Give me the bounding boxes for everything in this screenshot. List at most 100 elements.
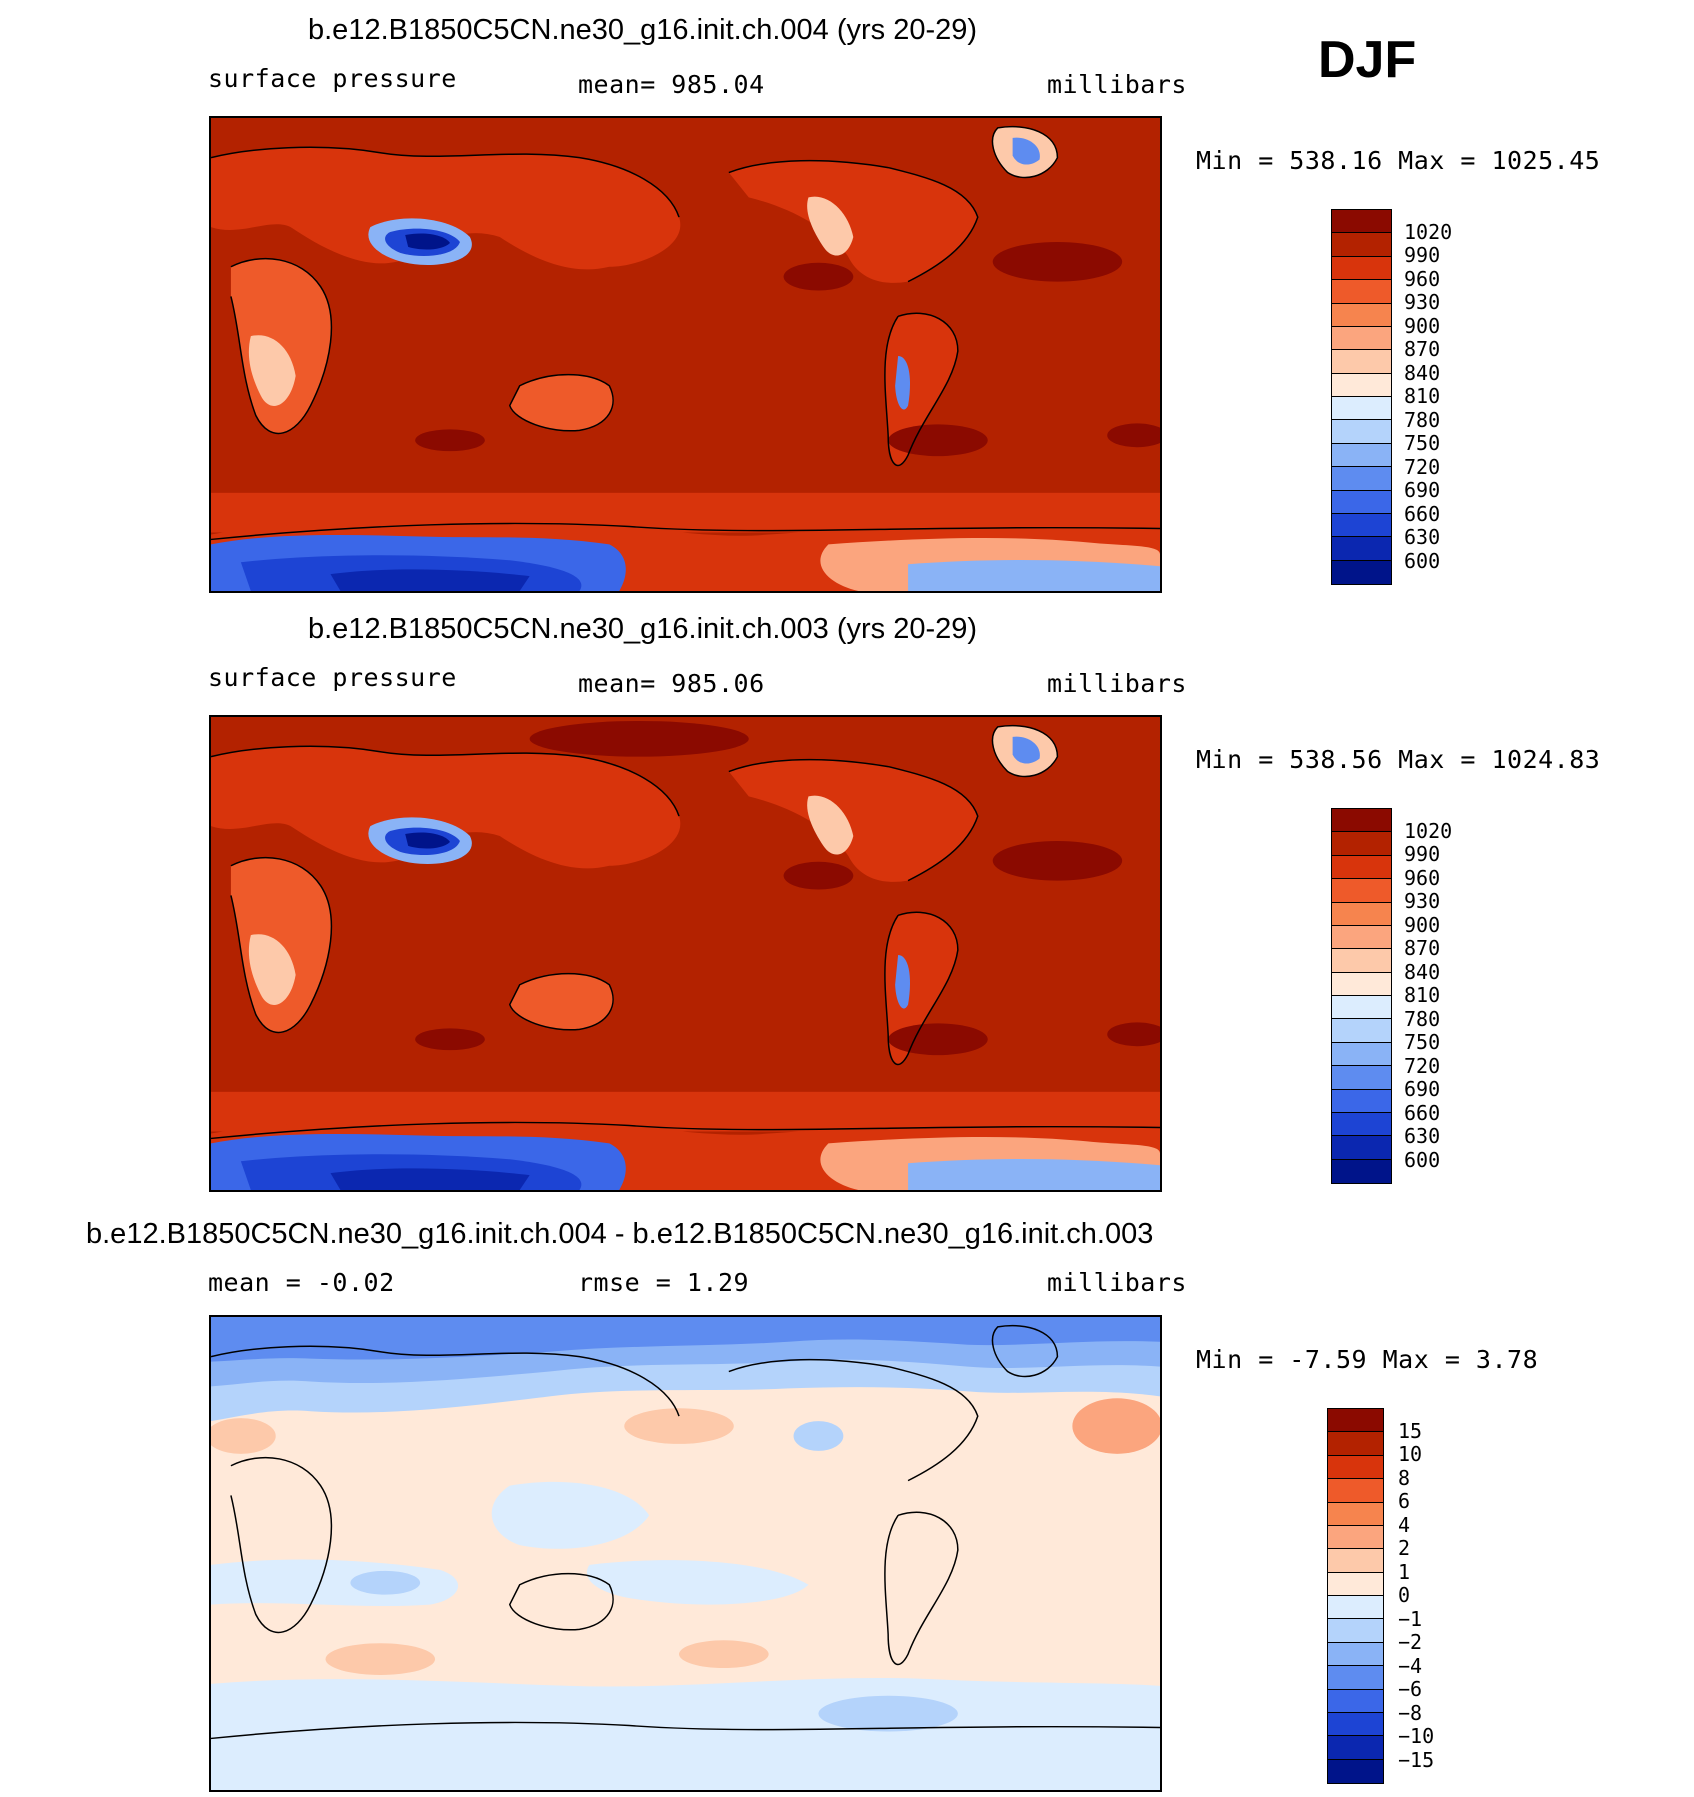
colorbar-cell — [1332, 303, 1391, 327]
colorbar-label: 630 — [1404, 1124, 1441, 1148]
colorbar-cell — [1332, 972, 1391, 996]
colorbar-label: −6 — [1398, 1677, 1423, 1701]
colorbar-cell — [1332, 420, 1391, 444]
colorbar-cell — [1332, 490, 1391, 514]
panel-3-map-graphic — [211, 1317, 1160, 1790]
colorbar-label: 990 — [1404, 842, 1441, 866]
panel-1-variable-label: surface pressure — [208, 64, 457, 93]
colorbar-cell — [1332, 949, 1391, 973]
colorbar-cell — [1332, 280, 1391, 304]
colorbar-label: 870 — [1404, 337, 1441, 361]
colorbar-cell — [1332, 902, 1391, 926]
colorbar-cell — [1328, 1596, 1383, 1620]
colorbar-cell — [1332, 996, 1391, 1020]
colorbar-label: −4 — [1398, 1653, 1423, 1678]
panel-3-colorbar-labels: 15 10 8 6 4 2 1 0 −1 −2 −4 −6 −8 −10 −15 — [1398, 1408, 1478, 1784]
colorbar-label: 1020 — [1404, 219, 1453, 244]
colorbar-cell — [1332, 879, 1391, 903]
colorbar-label: 8 — [1398, 1465, 1411, 1490]
colorbar-label: 690 — [1404, 1077, 1441, 1101]
colorbar-label: 600 — [1404, 1147, 1441, 1172]
colorbar-label: 660 — [1404, 501, 1441, 526]
colorbar-cell — [1332, 513, 1391, 538]
panel-1-colorbar-labels: 1020 990 960 930 900 870 840 810 780 750 720 690 660… — [1404, 209, 1484, 585]
colorbar-cell — [1332, 1112, 1391, 1137]
colorbar-label: 660 — [1404, 1100, 1441, 1125]
colorbar-label: 0 — [1398, 1583, 1411, 1607]
colorbar-label: 840 — [1404, 959, 1441, 984]
panel-1-units-label: millibars — [1047, 70, 1187, 99]
colorbar-cell — [1332, 809, 1391, 833]
colorbar-cell — [1328, 1479, 1383, 1503]
colorbar-label: 900 — [1404, 912, 1441, 937]
colorbar-label: 810 — [1404, 983, 1441, 1007]
panel-2-units-label: millibars — [1047, 669, 1187, 698]
colorbar-cell — [1332, 855, 1391, 880]
colorbar-cell — [1332, 925, 1391, 950]
colorbar-cell — [1332, 1019, 1391, 1043]
colorbar-label: 1 — [1398, 1559, 1411, 1584]
colorbar-cell — [1332, 1159, 1391, 1183]
colorbar-label: 10 — [1398, 1442, 1423, 1466]
colorbar-cell — [1328, 1642, 1383, 1667]
colorbar-cell — [1332, 210, 1391, 234]
colorbar-cell — [1328, 1666, 1383, 1690]
colorbar-label: 2 — [1398, 1536, 1411, 1560]
panel-2-colorbar-labels: 1020 990 960 930 900 870 840 810 780 750 720 690 660… — [1404, 808, 1484, 1184]
colorbar-cell — [1328, 1549, 1383, 1573]
colorbar-label: 930 — [1404, 889, 1441, 913]
panel-2-map-graphic — [211, 717, 1160, 1190]
panel-2-colorbar — [1331, 808, 1392, 1184]
colorbar-cell — [1328, 1572, 1383, 1596]
colorbar-label: 810 — [1404, 384, 1441, 408]
season-label: DJF — [1318, 31, 1417, 89]
colorbar-cell — [1328, 1455, 1383, 1480]
panel-1-map-graphic — [211, 118, 1160, 591]
panel-3-rmse-label: rmse = 1.29 — [578, 1268, 750, 1297]
panel-2-map — [209, 715, 1162, 1192]
colorbar-label: 900 — [1404, 313, 1441, 338]
colorbar-cell — [1328, 1432, 1383, 1456]
colorbar-label: 4 — [1398, 1512, 1411, 1537]
panel-2-mean-label: mean= 985.06 — [578, 669, 765, 698]
colorbar-label: 630 — [1404, 525, 1441, 549]
colorbar-label: 6 — [1398, 1489, 1411, 1513]
colorbar-label: 960 — [1404, 266, 1441, 291]
panel-1-title: b.e12.B1850C5CN.ne30_g16.init.ch.004 (yr… — [308, 14, 978, 46]
panel-3-minmax-label: Min = -7.59 Max = 3.78 — [1196, 1345, 1539, 1374]
colorbar-cell — [1332, 350, 1391, 374]
colorbar-label: 780 — [1404, 1006, 1441, 1031]
panel-3-units-label: millibars — [1047, 1268, 1187, 1297]
colorbar-cell — [1332, 443, 1391, 468]
colorbar-label: −8 — [1398, 1700, 1423, 1725]
colorbar-cell — [1328, 1759, 1383, 1783]
panel-1-colorbar — [1331, 209, 1392, 585]
colorbar-cell — [1332, 1066, 1391, 1090]
colorbar-label: 720 — [1404, 454, 1441, 479]
colorbar-label: 15 — [1398, 1418, 1423, 1443]
colorbar-label: 870 — [1404, 936, 1441, 960]
colorbar-cell — [1332, 1042, 1391, 1067]
colorbar-cell — [1328, 1689, 1383, 1713]
colorbar-label: 600 — [1404, 548, 1441, 573]
panel-1-minmax-label: Min = 538.16 Max = 1025.45 — [1196, 146, 1601, 175]
panel-2-title: b.e12.B1850C5CN.ne30_g16.init.ch.003 (yr… — [308, 613, 978, 645]
colorbar-cell — [1328, 1736, 1383, 1760]
panel-3-map — [209, 1315, 1162, 1792]
colorbar-label: 690 — [1404, 478, 1441, 502]
colorbar-label: 780 — [1404, 407, 1441, 432]
colorbar-label: 930 — [1404, 290, 1441, 314]
colorbar-cell — [1332, 326, 1391, 351]
colorbar-label: −2 — [1398, 1630, 1423, 1654]
colorbar-cell — [1332, 560, 1391, 584]
colorbar-cell — [1328, 1619, 1383, 1643]
colorbar-label: 750 — [1404, 431, 1441, 455]
panel-1-mean-label: mean= 985.04 — [578, 70, 765, 99]
colorbar-cell — [1332, 397, 1391, 421]
colorbar-label: −10 — [1398, 1724, 1435, 1748]
colorbar-cell — [1328, 1409, 1383, 1433]
colorbar-cell — [1332, 832, 1391, 856]
colorbar-label: 960 — [1404, 865, 1441, 890]
colorbar-label: 720 — [1404, 1053, 1441, 1078]
colorbar-cell — [1332, 467, 1391, 491]
